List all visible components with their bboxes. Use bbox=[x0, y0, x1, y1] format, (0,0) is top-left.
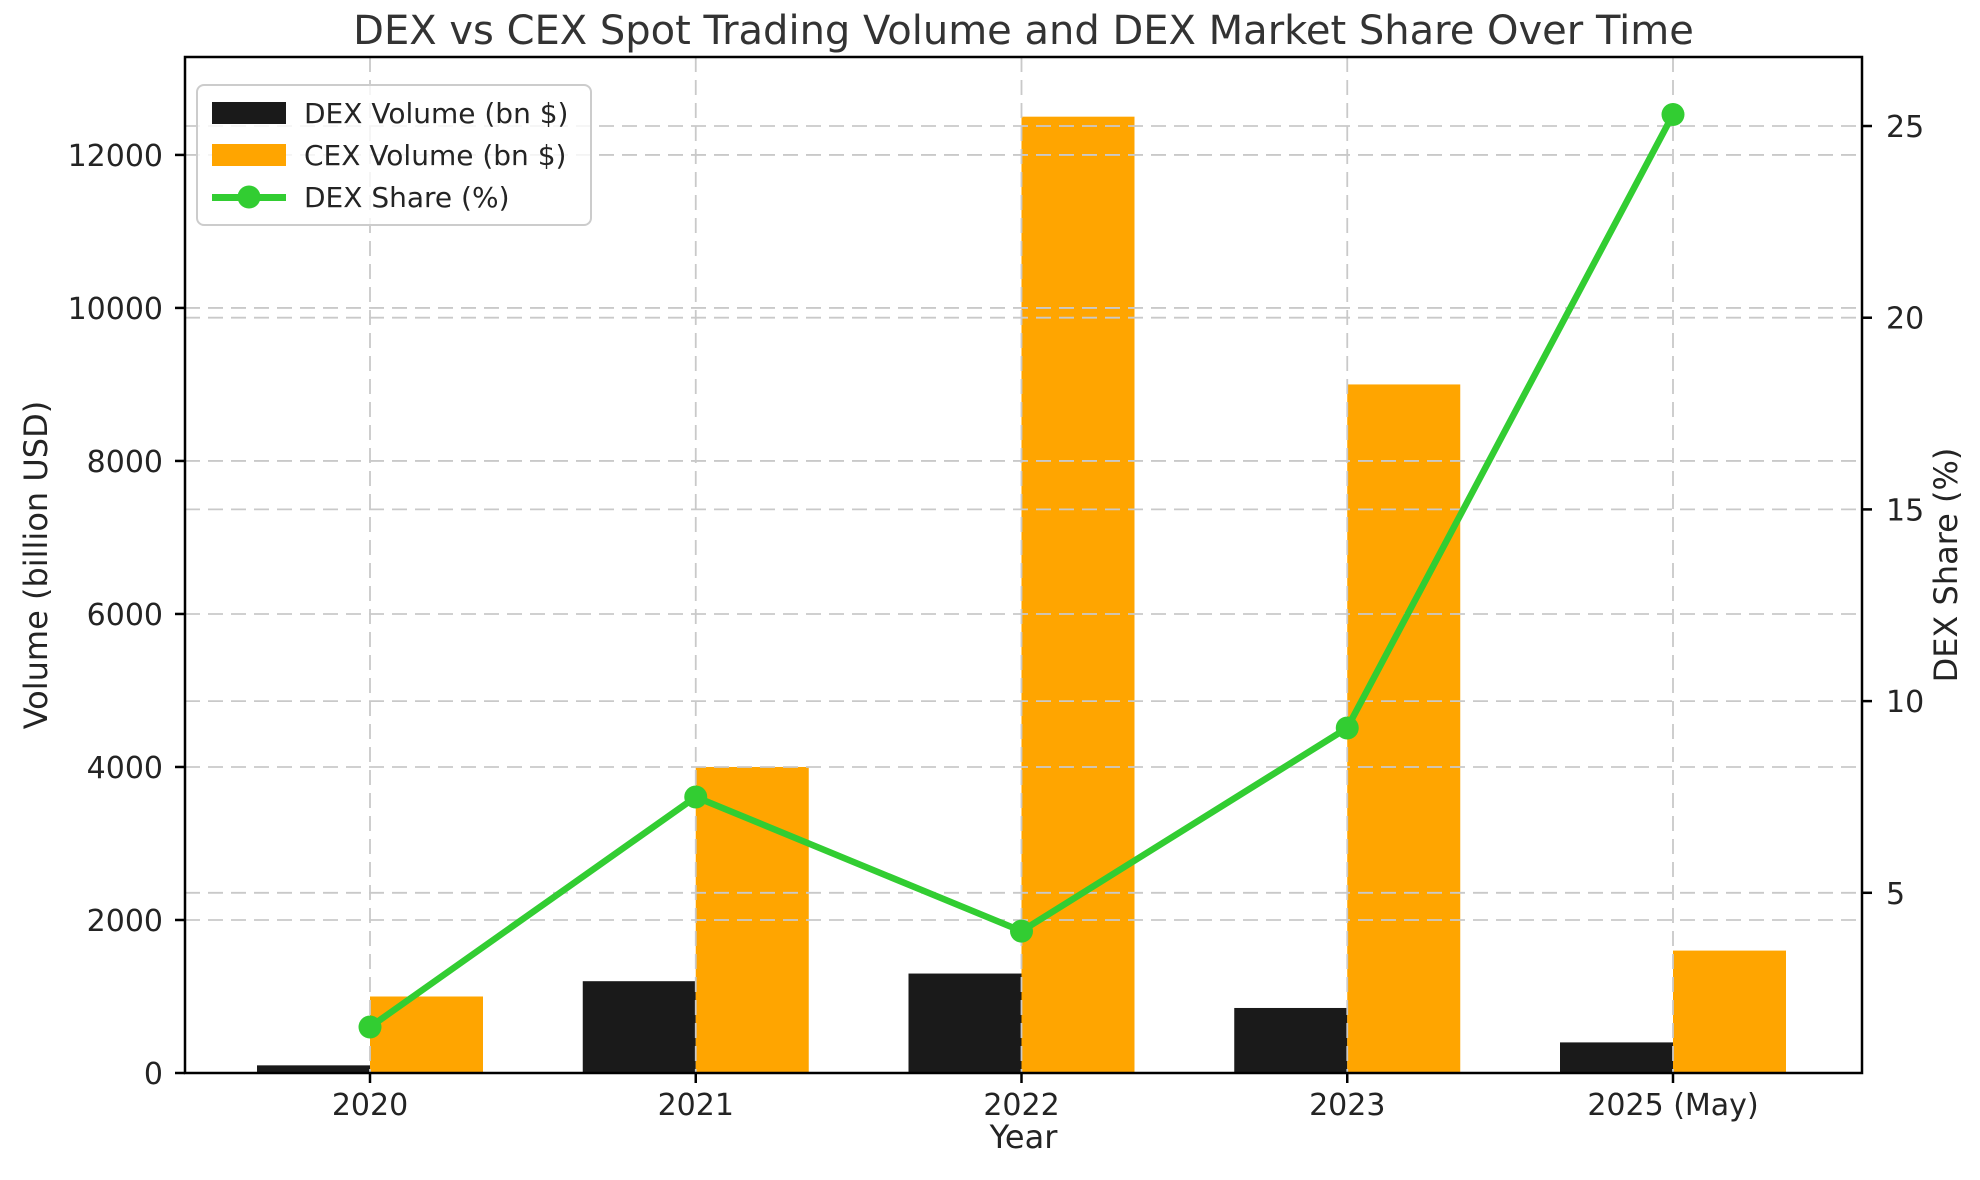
left-axis-label: Volume (billion USD) bbox=[17, 400, 55, 730]
left-tick-label-0: 0 bbox=[144, 1057, 163, 1092]
left-tick-label-8000: 8000 bbox=[87, 445, 163, 480]
right-tick-label-15: 15 bbox=[1886, 493, 1924, 528]
right-tick-label-5: 5 bbox=[1886, 877, 1905, 912]
cex-volume-bar-2020 bbox=[370, 996, 483, 1073]
dex-volume-bar-2021 bbox=[582, 981, 696, 1073]
dex-share-point-2023 bbox=[1335, 716, 1359, 740]
x-tick-label-2021: 2021 bbox=[658, 1088, 734, 1123]
left-tick-label-6000: 6000 bbox=[87, 598, 163, 633]
legend-item-dex-volume: DEX Volume (bn $) bbox=[212, 94, 568, 132]
legend-item-dex-share: DEX Share (%) bbox=[212, 178, 568, 216]
dex-volume-swatch bbox=[212, 102, 286, 124]
legend-label-cex-volume: CEX Volume (bn $) bbox=[304, 138, 567, 172]
x-tick-label-2023: 2023 bbox=[1309, 1088, 1385, 1123]
legend-label-dex-volume: DEX Volume (bn $) bbox=[304, 96, 569, 130]
right-tick-label-20: 20 bbox=[1886, 302, 1924, 337]
dex-share-point-2020 bbox=[358, 1015, 382, 1039]
x-tick-label-2020: 2020 bbox=[332, 1088, 408, 1123]
left-tick-label-4000: 4000 bbox=[87, 751, 163, 786]
legend-item-cex-volume: CEX Volume (bn $) bbox=[212, 136, 568, 174]
dex-volume-bar-2022 bbox=[908, 973, 1022, 1073]
left-tick-label-12000: 12000 bbox=[68, 139, 163, 174]
plot-frame bbox=[183, 55, 1864, 1075]
right-tick-label-25: 25 bbox=[1886, 110, 1924, 145]
x-axis-label: Year bbox=[989, 1118, 1058, 1156]
legend: DEX Volume (bn $) CEX Volume (bn $) DEX … bbox=[196, 84, 593, 226]
dex-share-point-2022 bbox=[1010, 919, 1033, 943]
dex-volume-bar-2020 bbox=[257, 1065, 370, 1073]
x-tick-label-2022: 2022 bbox=[983, 1088, 1059, 1123]
cex-volume-bar-2025 (May) bbox=[1673, 950, 1786, 1073]
dex-share-point-2025 (May) bbox=[1661, 103, 1685, 127]
dex-share-swatch bbox=[212, 185, 286, 209]
dex-share-point-2021 bbox=[684, 785, 708, 809]
dex-volume-bar-2023 bbox=[1234, 1007, 1348, 1073]
cex-volume-swatch bbox=[212, 144, 286, 166]
cex-volume-bar-2022 bbox=[1021, 116, 1135, 1074]
dex-share-marker-icon bbox=[237, 185, 261, 209]
right-axis-label: DEX Share (%) bbox=[1927, 447, 1965, 683]
cex-volume-bar-2023 bbox=[1347, 384, 1461, 1073]
legend-label-dex-share: DEX Share (%) bbox=[304, 180, 510, 214]
x-tick-label-2025 (May): 2025 (May) bbox=[1587, 1088, 1758, 1123]
chart-title: DEX vs CEX Spot Trading Volume and DEX M… bbox=[353, 8, 1694, 54]
left-tick-label-2000: 2000 bbox=[87, 904, 163, 939]
left-tick-label-10000: 10000 bbox=[68, 292, 163, 327]
right-tick-label-10: 10 bbox=[1886, 685, 1924, 720]
dex-volume-bar-2025 (May) bbox=[1560, 1042, 1673, 1073]
